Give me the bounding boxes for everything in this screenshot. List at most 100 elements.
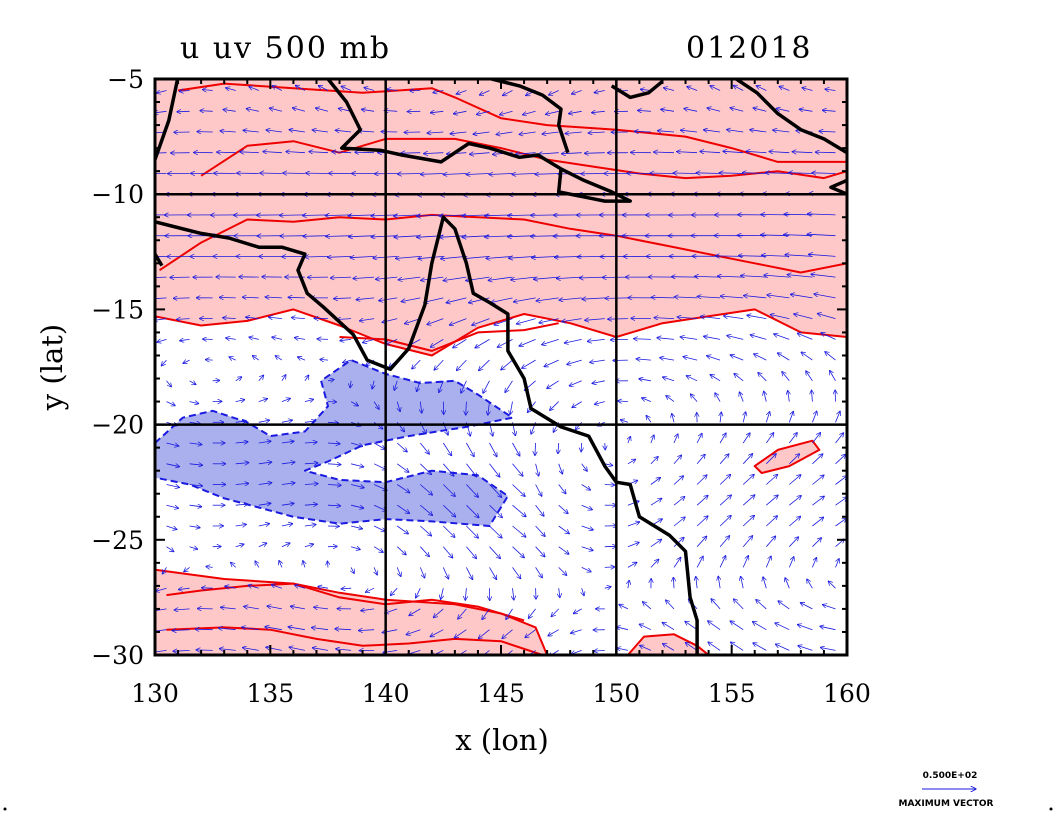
wind-vector [650, 478, 661, 485]
wind-vector [558, 463, 563, 474]
wind-vector [412, 359, 421, 369]
wind-vector [811, 274, 836, 278]
wind-vector [807, 234, 836, 236]
wind-vector [825, 352, 836, 361]
wind-vector [799, 109, 813, 111]
wind-vector [684, 109, 698, 112]
wind-vector [753, 622, 767, 631]
positive-contour-line [159, 213, 847, 274]
wind-vector [727, 336, 744, 340]
wind-vector [292, 108, 306, 112]
wind-vector [442, 463, 454, 476]
wind-vector [512, 484, 526, 497]
wind-vector [501, 359, 513, 370]
wind-vector [673, 497, 685, 506]
positive-region [753, 439, 821, 474]
wind-vector [798, 646, 813, 651]
wind-vector [281, 420, 293, 422]
wind-vector [303, 561, 305, 568]
wind-vector [581, 463, 588, 471]
wind-vector [542, 132, 559, 134]
wind-vector [427, 132, 444, 133]
wind-vector [235, 524, 247, 526]
wind-vector [661, 109, 675, 111]
wind-vector [466, 442, 474, 457]
wind-vector [421, 276, 444, 280]
wind-vector [627, 562, 637, 568]
wind-vector [401, 297, 421, 302]
wind-vector [267, 606, 282, 610]
wind-vector [753, 643, 767, 651]
wind-vector [304, 399, 314, 401]
wind-vector [235, 400, 245, 402]
wind-vector [258, 420, 270, 422]
wind-vector [189, 464, 203, 465]
wind-vector [710, 86, 721, 91]
wind-vector [396, 256, 421, 258]
wind-vector [650, 498, 662, 506]
wind-vector [756, 600, 767, 610]
wind-vector [446, 297, 467, 303]
wind-vector [636, 359, 651, 360]
wind-vector [189, 381, 196, 385]
wind-vector [450, 132, 467, 134]
wind-vector [707, 108, 721, 112]
wind-vector [627, 542, 639, 548]
wind-vector [312, 130, 329, 132]
wind-vector [571, 90, 582, 95]
wind-vector [162, 567, 167, 574]
y-tick-label: −30 [91, 641, 144, 670]
wind-vector [756, 86, 767, 91]
wind-vector [835, 433, 844, 444]
wind-vector [812, 517, 823, 527]
wind-vector [443, 525, 455, 537]
wind-vector [479, 359, 490, 371]
wind-vector [272, 337, 282, 339]
wind-vector [351, 567, 354, 573]
wind-vector [590, 360, 605, 362]
wind-vector [351, 484, 364, 488]
wind-vector [309, 152, 329, 153]
wind-vector [835, 411, 841, 423]
wind-vector [351, 526, 362, 529]
wind-vector [289, 130, 305, 132]
wind-vector [235, 544, 244, 547]
wind-vector [535, 442, 536, 456]
wind-vector [365, 587, 375, 592]
axis-ticks [154, 78, 848, 656]
wind-vector [765, 173, 790, 174]
wind-vector [812, 558, 816, 568]
wind-vector [617, 648, 628, 650]
wind-vector [696, 173, 721, 174]
wind-vector [719, 495, 731, 506]
wind-vector [235, 483, 249, 484]
wind-vector [765, 412, 769, 423]
wind-vector [657, 131, 675, 132]
wind-vector [634, 339, 651, 340]
wind-vector [708, 621, 721, 631]
wind-vector [522, 359, 536, 368]
wind-vector [390, 587, 398, 595]
wind-vector [489, 546, 501, 559]
x-tick-label: 135 [246, 679, 294, 708]
wind-vector [687, 87, 698, 91]
wind-vector [690, 394, 698, 402]
wind-vector [535, 174, 559, 175]
wind-vector [708, 642, 721, 651]
wind-vector [420, 401, 422, 414]
wind-vector [812, 411, 816, 423]
wind-vector [489, 484, 502, 498]
wind-vector [742, 433, 750, 444]
wind-vector [419, 442, 429, 454]
wind-vector [542, 339, 559, 344]
wind-vector [581, 442, 582, 452]
wind-vector [556, 277, 582, 279]
wind-vector [341, 588, 352, 589]
wind-vector [258, 483, 272, 485]
wind-vector [742, 173, 767, 174]
wind-vector [244, 606, 259, 609]
wind-vector [427, 318, 444, 325]
wind-vector [235, 504, 248, 505]
wind-vector [226, 88, 236, 91]
wind-vector [325, 215, 352, 216]
